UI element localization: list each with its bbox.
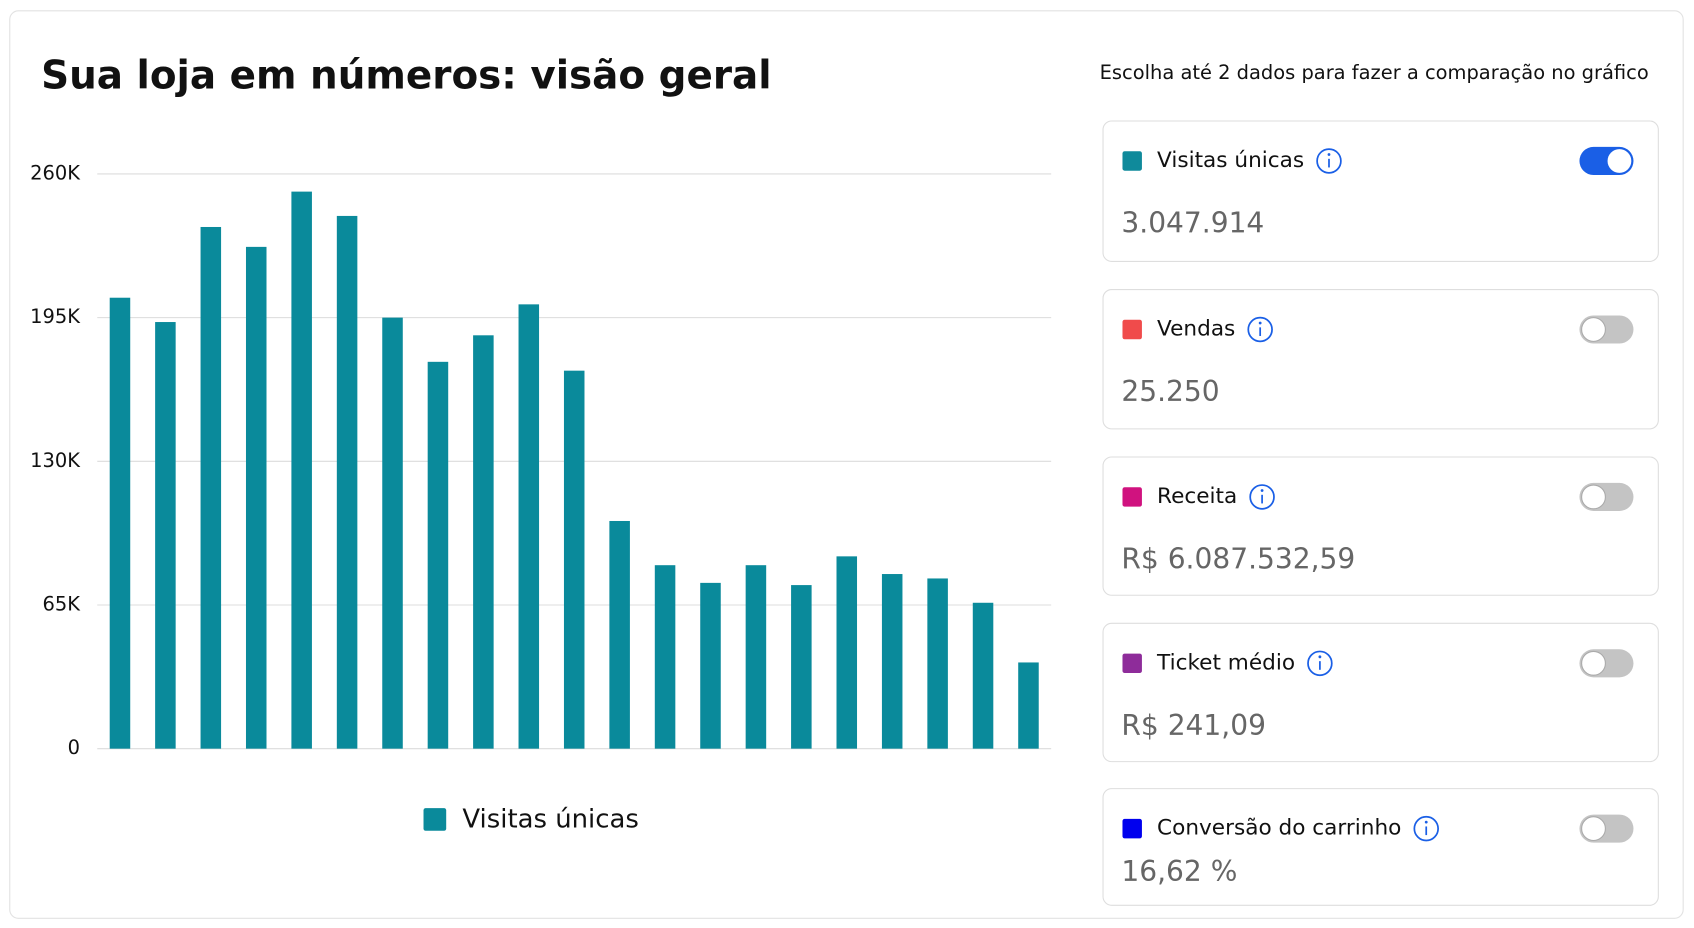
info-icon[interactable] — [1413, 815, 1439, 842]
bar — [382, 317, 403, 749]
toggle-knob — [1581, 317, 1606, 342]
bar — [609, 520, 630, 749]
bar — [109, 297, 131, 749]
bar — [927, 578, 948, 749]
info-icon[interactable] — [1249, 484, 1275, 510]
y-tick-label: 260K — [30, 161, 81, 184]
toggle-knob — [1607, 149, 1632, 173]
info-circle — [1249, 484, 1275, 510]
metric-card — [1102, 120, 1659, 262]
bar — [881, 574, 903, 749]
metric-value: R$ 241,09 — [1121, 709, 1266, 742]
metric-card — [1102, 788, 1659, 906]
info-circle — [1307, 650, 1333, 677]
metric-swatch — [1122, 653, 1142, 674]
metric-swatch — [1122, 151, 1142, 171]
bar — [291, 191, 312, 749]
y-tick-label: 65K — [42, 592, 81, 615]
toggle-knob — [1581, 484, 1606, 510]
bar — [336, 215, 358, 749]
info-dot — [1260, 489, 1264, 492]
info-circle — [1413, 815, 1439, 842]
toggle[interactable] — [1579, 649, 1634, 678]
bar — [972, 602, 994, 749]
metric-swatch — [1122, 818, 1142, 839]
metric-card — [1102, 288, 1659, 430]
bar — [791, 585, 812, 749]
info-dot — [1424, 820, 1428, 824]
toggle-knob — [1581, 816, 1606, 842]
toggle[interactable] — [1579, 482, 1634, 511]
metric-name: Receita — [1157, 484, 1237, 509]
info-circle — [1316, 148, 1342, 174]
bar — [700, 582, 721, 749]
instruction: Escolha até 2 dados para fazer a compara… — [1100, 61, 1649, 84]
metric-card — [1102, 456, 1659, 596]
y-tick-label: 130K — [30, 449, 81, 472]
metric-card — [1102, 622, 1659, 763]
info-dot — [1258, 321, 1262, 325]
bar — [745, 565, 767, 749]
y-tick-label: 0 — [68, 736, 80, 759]
metric-value: 3.047.914 — [1121, 207, 1264, 240]
bar — [245, 246, 267, 749]
info-circle — [1247, 316, 1273, 343]
metric-value: 16,62 % — [1121, 855, 1237, 888]
metric-name: Ticket médio — [1156, 650, 1295, 675]
legend-label: Visitas únicas — [462, 804, 638, 834]
bar — [836, 556, 858, 749]
title: Sua loja em números: visão geral — [41, 53, 772, 98]
toggle[interactable] — [1579, 814, 1634, 843]
bar — [1018, 662, 1039, 749]
metric-name: Visitas únicas — [1157, 148, 1304, 173]
info-dot — [1318, 655, 1322, 659]
metric-name: Conversão do carrinho — [1157, 816, 1401, 841]
toggle-knob — [1581, 650, 1606, 676]
bar — [518, 304, 540, 749]
bar — [427, 361, 449, 749]
bar — [563, 370, 585, 749]
metric-name: Vendas — [1157, 316, 1235, 341]
bar — [200, 226, 222, 749]
bar — [473, 335, 494, 749]
info-dot — [1327, 153, 1331, 156]
metric-value: R$ 6.087.532,59 — [1121, 543, 1355, 576]
bar — [654, 565, 676, 749]
y-tick-label: 195K — [30, 305, 81, 328]
info-icon[interactable] — [1316, 148, 1342, 174]
legend-swatch — [423, 808, 447, 831]
metric-swatch — [1122, 487, 1142, 507]
metric-value: 25.250 — [1121, 375, 1219, 408]
bar — [155, 322, 176, 749]
metric-swatch — [1122, 319, 1142, 340]
toggle[interactable] — [1579, 146, 1634, 176]
info-icon[interactable] — [1247, 316, 1273, 343]
info-icon[interactable] — [1307, 650, 1333, 677]
toggle[interactable] — [1579, 315, 1634, 344]
